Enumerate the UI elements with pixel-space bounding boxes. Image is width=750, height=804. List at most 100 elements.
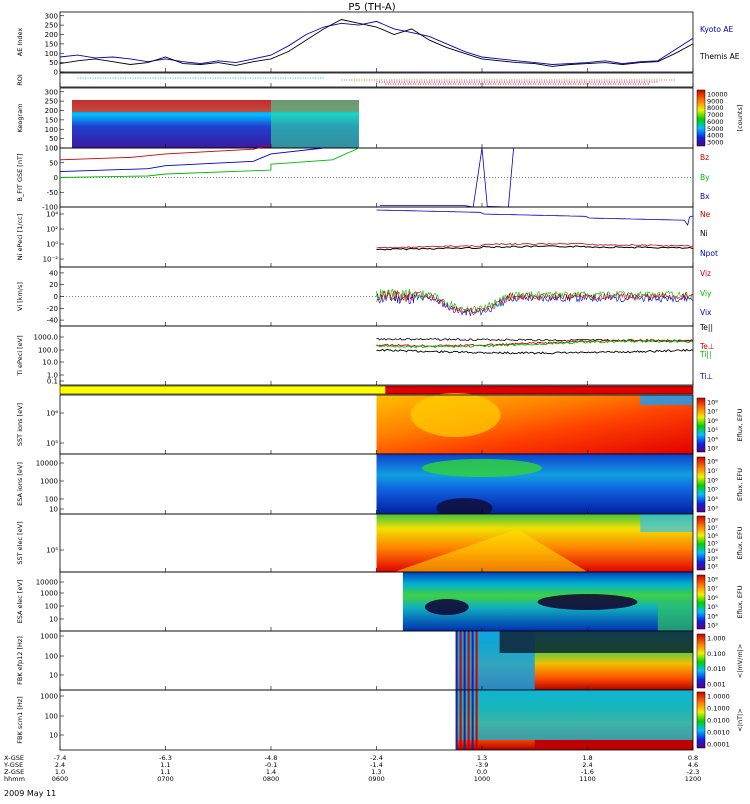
colorbar-tick-label: 3000 <box>707 139 724 147</box>
y-tick-label: 40 <box>49 269 58 277</box>
y-tick-label: 10 <box>49 616 58 624</box>
legend-entry: Bx <box>700 192 710 201</box>
y-axis-label: ESA ions [eV] <box>16 462 24 506</box>
x-row-label: Z-GSE <box>4 768 24 776</box>
colorbar-tick-label: 10⁸ <box>707 576 718 584</box>
legend-entry: Te|| <box>699 323 713 332</box>
x-tick-label: 0.8 <box>688 754 698 762</box>
legend-entry: Te⊥ <box>699 342 714 351</box>
y-tick-label: 1000 <box>40 590 58 598</box>
y-axis-label: SST ions [eV] <box>16 403 24 446</box>
x-axis: X-GSEY-GSEZ-GSEhhmm-7.42.41.00600-6.31.1… <box>3 754 701 783</box>
colorbar-tick-label: 0.0001 <box>707 741 730 749</box>
y-tick-label: 10000 <box>36 579 58 587</box>
colorbar-tick-label: 10⁸ <box>707 458 718 466</box>
legend-entry: Ne <box>700 210 711 219</box>
y-tick-label: 100 <box>45 496 58 504</box>
legend-entry: Vix <box>700 308 712 317</box>
colorbar-tick-label: 6000 <box>707 118 724 126</box>
ti-temperature-panel: Ti ePeci [eV] 1000.0 100.0 10.0 1.00.1 Te|| Te… <box>16 323 714 386</box>
fbk-stripe <box>455 631 458 690</box>
colorbar-label: Eflux, EFU <box>736 585 744 618</box>
y-tick-label: -100 <box>42 204 58 212</box>
y-tick-label: 10⁵ <box>46 547 58 555</box>
flux-blob <box>640 395 693 405</box>
legend-entry: By <box>700 173 710 182</box>
x-tick-label: 0900 <box>368 775 385 783</box>
fbk-stripe <box>459 631 462 690</box>
y-tick-label: 150 <box>45 116 58 124</box>
ne-line <box>376 242 694 249</box>
colorbar-tick-label: 9000 <box>707 97 724 105</box>
colorbar-tick-label: 0.001 <box>707 681 726 689</box>
y-tick-label: 250 <box>45 98 58 106</box>
y-tick-label: 1000 <box>40 478 58 486</box>
colorbar-tick-label: 10³ <box>707 622 718 630</box>
y-axis-label: SST elec [eV] <box>16 521 24 564</box>
velocity-line <box>376 288 694 313</box>
vi-velocity-panel: Vi [km/s] 40 20 0 -20 -40 Viz Viy Vix <box>16 266 712 327</box>
colorbar-tick-label: 1.000 <box>707 635 726 643</box>
npot-line <box>376 209 694 227</box>
x-tick-label: 2.4 <box>55 761 65 769</box>
colorbar-label: <|nT|> <box>736 708 744 731</box>
y-axis-label: ROI <box>16 74 24 86</box>
colorbar-tick-label: 10⁴ <box>707 612 718 620</box>
colorbar-tick-label: 10⁶ <box>707 594 718 602</box>
flux-blob <box>424 599 469 615</box>
x-row-label: X-GSE <box>4 754 24 762</box>
x-tick-label: -0.1 <box>265 761 278 769</box>
keogram-band <box>271 100 359 148</box>
fbk-block <box>499 631 693 653</box>
y-axis-label: Ti ePeci [eV] <box>16 335 24 376</box>
esa-electron-colorbar <box>696 574 706 630</box>
y-tick-label: 1000 <box>40 633 58 641</box>
fbk-stripe <box>463 631 466 690</box>
y-tick-label: 10000 <box>36 460 58 468</box>
y-tick-label: 1000.0 <box>34 334 59 342</box>
y-tick-label: 0.1 <box>47 378 58 386</box>
series-line <box>59 19 694 67</box>
y-tick-label: 10⁴ <box>46 211 58 219</box>
ti-par-line <box>376 339 694 349</box>
y-tick-label: 200 <box>45 107 58 115</box>
panel-frame <box>59 325 694 386</box>
y-tick-label: 100.0 <box>38 347 58 355</box>
y-tick-label: 10⁻² <box>43 256 59 264</box>
colorbar-tick-label: 10⁴ <box>707 547 718 555</box>
colorbar-tick-label: 0.0100 <box>707 717 730 725</box>
bx-line <box>59 147 360 178</box>
y-axis-label: ESA elec [eV] <box>16 580 24 624</box>
colorbar-label: Eflux, EFU <box>736 468 744 501</box>
colorbar-tick-label: 1.0000 <box>707 693 730 701</box>
colorbar-tick-label: 8000 <box>707 104 724 112</box>
velocity-line <box>376 292 694 316</box>
x-tick-label: 2.4 <box>582 761 592 769</box>
fbk-block <box>455 690 693 740</box>
mode-slow <box>60 386 386 394</box>
colorbar-tick-label: 10⁵ <box>707 540 718 548</box>
y-tick-label: 100 <box>45 145 58 153</box>
colorbar-tick-label: 0.010 <box>707 665 726 673</box>
fbk-e-colorbar <box>696 633 706 689</box>
panel-frame <box>59 147 694 208</box>
mode-frame <box>59 385 694 395</box>
legend-entry: Bz <box>700 153 709 162</box>
y-tick-label: 0 <box>54 293 58 301</box>
x-tick-label: -4.8 <box>265 754 278 762</box>
flux-blob <box>657 600 693 631</box>
x-tick-label: -2.4 <box>370 754 383 762</box>
fbk-stripe <box>471 690 474 750</box>
y-tick-label: 250 <box>45 22 58 30</box>
colorbar-tick-label: 10⁵ <box>707 426 718 434</box>
x-tick-label: 4.6 <box>688 761 698 769</box>
colorbar-tick-label: 10⁶ <box>707 476 718 484</box>
colorbar-tick-label: 10³ <box>707 505 718 513</box>
fbk-block <box>534 740 693 750</box>
x-tick-label: 1.0 <box>55 768 65 776</box>
sst-electron-spectrogram: SST elec [eV] 10⁵ <box>16 513 694 573</box>
x-tick-label: -7.4 <box>54 754 67 762</box>
